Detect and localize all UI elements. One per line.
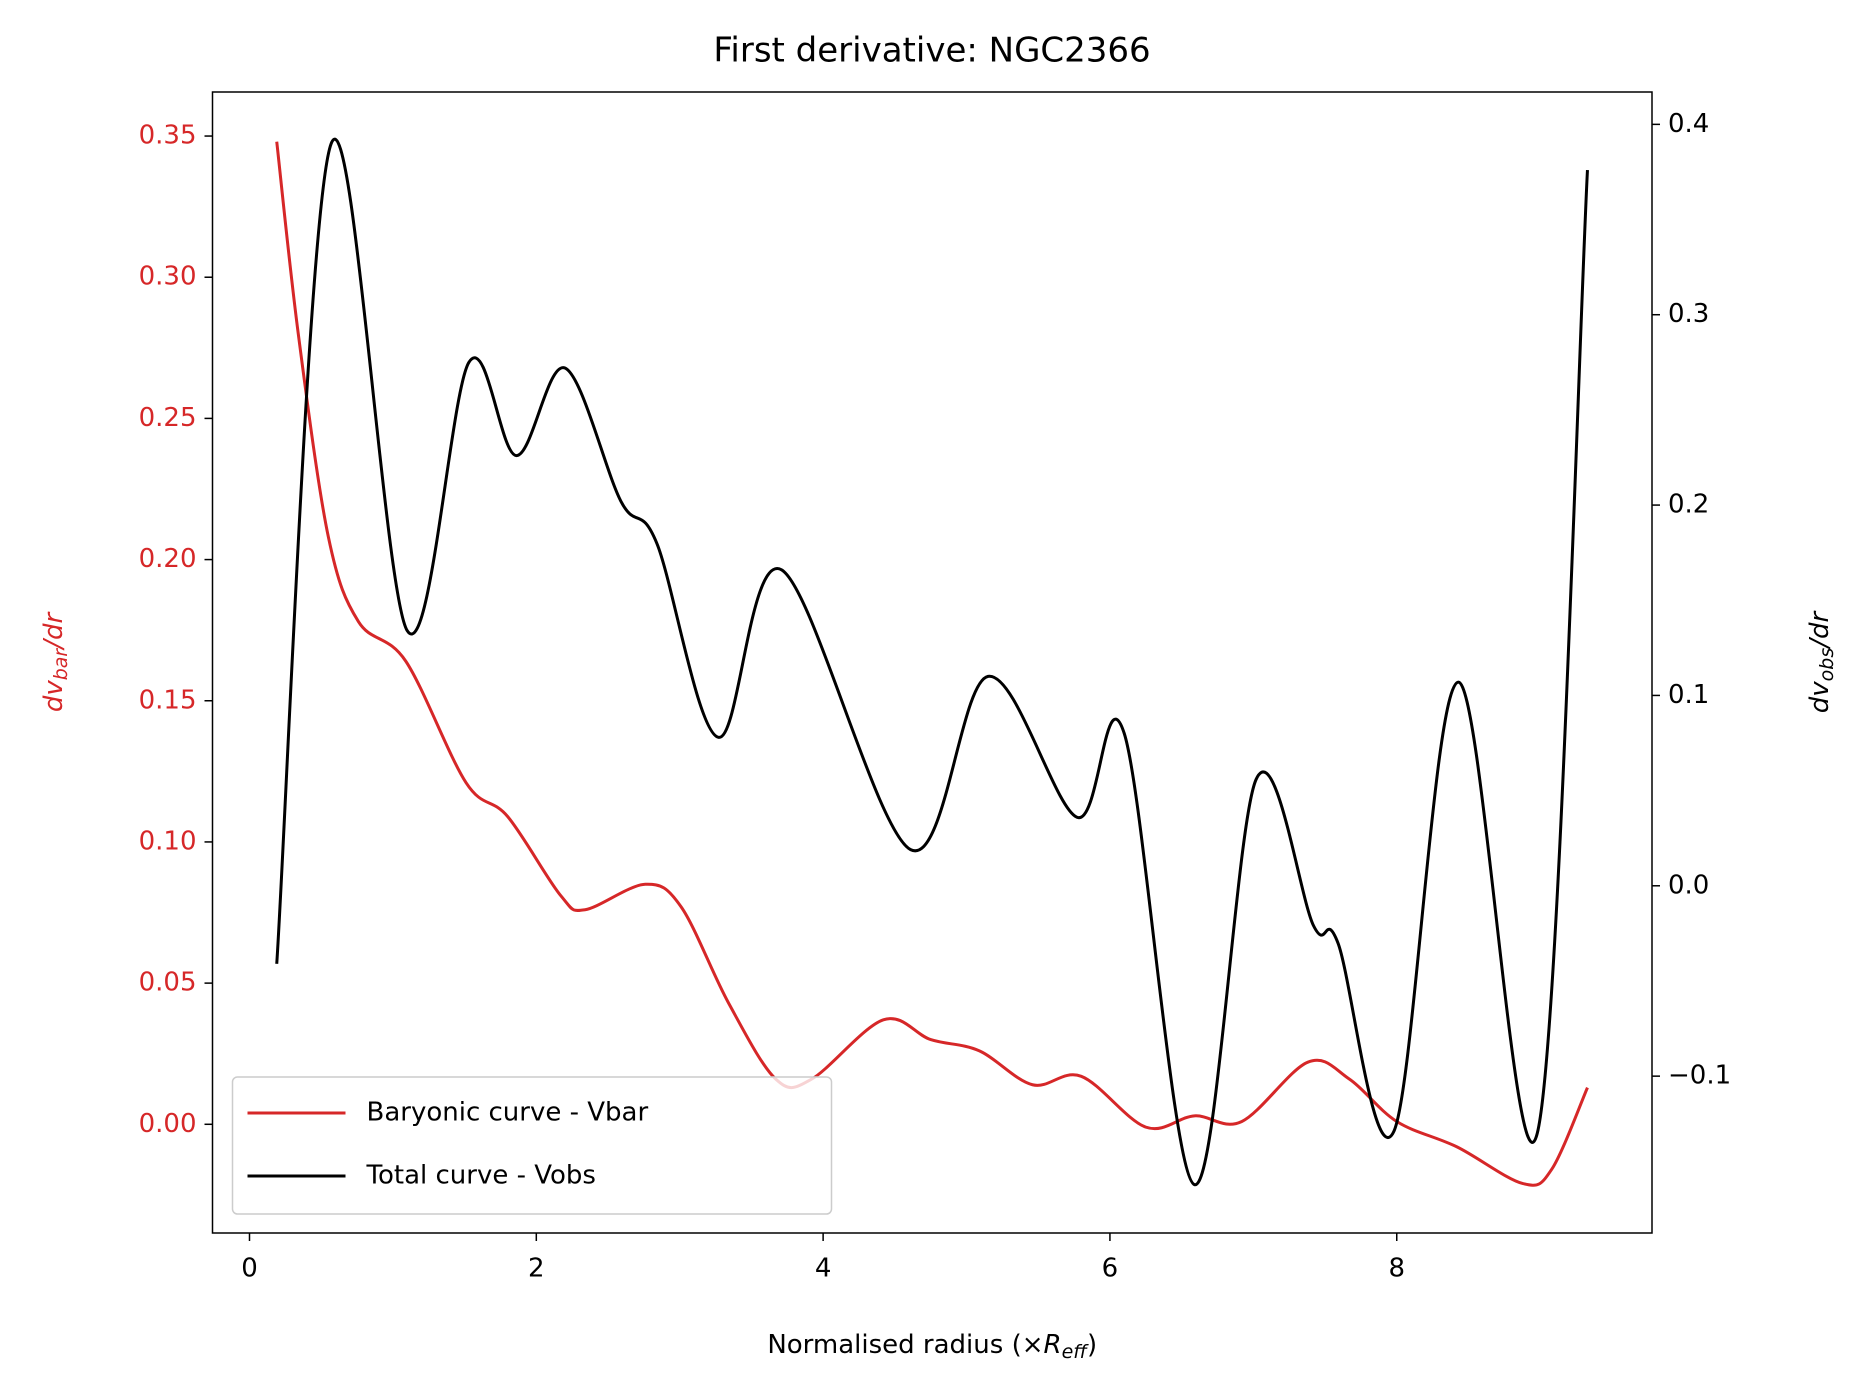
x-axis-label-var: R bbox=[1044, 1330, 1062, 1360]
y-tick-label: 0.35 bbox=[139, 121, 197, 151]
y2-tick-label: 0.3 bbox=[1668, 299, 1709, 329]
x-tick-label: 2 bbox=[528, 1254, 545, 1284]
plot-frame bbox=[211, 91, 1653, 1234]
y-tick-label: 0.15 bbox=[139, 685, 197, 715]
y-axis-label-main: dv bbox=[39, 680, 69, 713]
y-axis-label-sub: bar bbox=[50, 648, 72, 681]
x-axis-label-main: Normalised radius (× bbox=[767, 1330, 1043, 1360]
x-axis-label-sub: eff bbox=[1062, 1341, 1090, 1363]
y2-tick-label: 0.4 bbox=[1668, 109, 1709, 139]
legend-label: Baryonic curve - Vbar bbox=[367, 1098, 649, 1128]
y2-tick-label: 0.0 bbox=[1668, 870, 1709, 900]
y2-axis-label-tail: /dr bbox=[1805, 609, 1835, 649]
y-axis-label-tail: /dr bbox=[39, 611, 69, 651]
y2-tick-label: −0.1 bbox=[1668, 1061, 1731, 1091]
y2-tick-label: 0.1 bbox=[1668, 680, 1709, 710]
chart-title: First derivative: NGC2366 bbox=[713, 31, 1150, 71]
legend-box bbox=[231, 1076, 833, 1215]
x-tick-label: 8 bbox=[1388, 1254, 1405, 1284]
legend-label: Total curve - Vobs bbox=[366, 1161, 596, 1191]
y2-axis-label: dvobs/dr bbox=[1805, 609, 1838, 713]
line-series bbox=[275, 137, 1589, 1187]
x-tick-label: 6 bbox=[1102, 1254, 1119, 1284]
x-axis-label: Normalised radius (×Reff) bbox=[767, 1330, 1097, 1363]
y-tick-label: 0.25 bbox=[139, 403, 197, 433]
x-axis-label-tail: ) bbox=[1087, 1330, 1097, 1360]
y-tick-label: 0.05 bbox=[139, 968, 197, 998]
y-tick-label: 0.20 bbox=[139, 544, 197, 574]
y-tick-label: 0.10 bbox=[139, 826, 197, 856]
x-tick-label: 0 bbox=[241, 1254, 258, 1284]
x-tick-label: 4 bbox=[815, 1254, 832, 1284]
y2-axis-label-sub: obs bbox=[1816, 648, 1838, 682]
y2-axis-label-main: dv bbox=[1805, 681, 1835, 714]
y2-tick-label: 0.2 bbox=[1668, 490, 1709, 520]
y-tick-label: 0.00 bbox=[139, 1109, 197, 1139]
y-axis-label: dvbar/dr bbox=[39, 611, 72, 713]
y-tick-label: 0.30 bbox=[139, 262, 197, 292]
